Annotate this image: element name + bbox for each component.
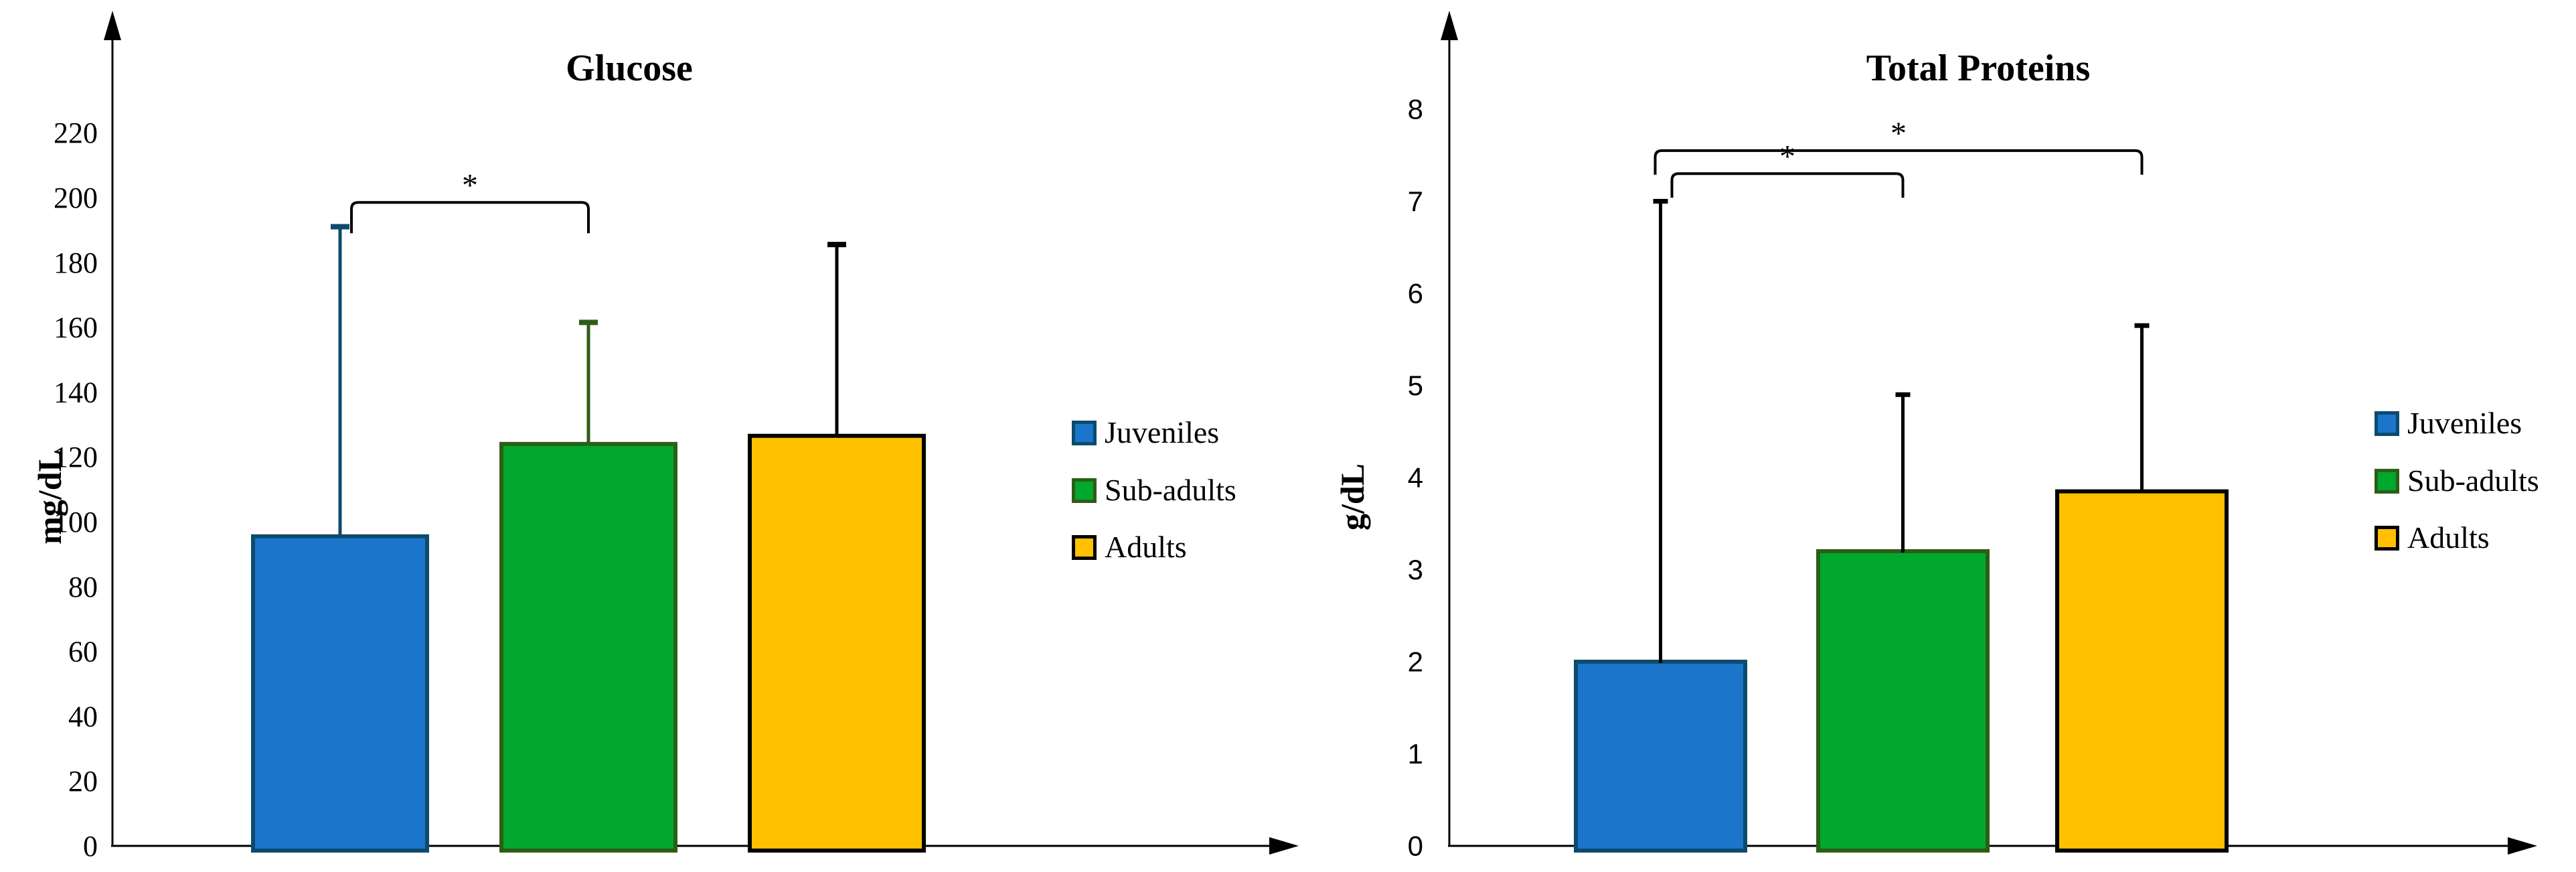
bar-juveniles-total-proteins (1574, 660, 1747, 853)
legend-swatch-sub-adults-icon (1072, 478, 1097, 503)
y-tick-label-total-proteins: 3 (1408, 554, 1423, 585)
y-axis-arrowhead-total-proteins (1441, 11, 1458, 40)
y-tick-label-glucose: 180 (54, 246, 98, 279)
significance-bracket-total-proteins (1670, 172, 1905, 198)
legend-swatch-juveniles-icon (2374, 411, 2399, 436)
y-tick-label-glucose: 60 (68, 636, 98, 668)
chart-title-total-proteins: Total Proteins (1866, 48, 2091, 89)
y-tick-label-total-proteins: 0 (1408, 830, 1423, 861)
legend-label-juveniles: Juveniles (1105, 415, 1220, 449)
bar-sub-adults-total-proteins (1816, 549, 1990, 853)
legend-swatch-adults-icon (2374, 525, 2399, 551)
y-axis-arrowhead-glucose (104, 11, 121, 40)
y-tick-label-glucose: 40 (68, 700, 98, 733)
y-axis-label-total-proteins: g/dL (1334, 463, 1371, 531)
y-tick-label-glucose: 0 (83, 830, 98, 863)
y-tick-label-total-proteins: 2 (1408, 646, 1423, 677)
y-axis-label-glucose: mg/dL (31, 449, 68, 544)
legend-item-sub-adults: Sub-adults (1072, 475, 1236, 506)
y-tick-label-total-proteins: 1 (1408, 738, 1423, 770)
legend-label-adults: Adults (2407, 520, 2490, 555)
legend-label-sub-adults: Sub-adults (1105, 473, 1236, 507)
legend-label-adults: Adults (1105, 530, 1187, 564)
legend-item-adults: Adults (2374, 522, 2490, 553)
y-tick-label-glucose: 200 (54, 181, 98, 214)
bar-sub-adults-glucose (499, 441, 677, 853)
y-tick-label-glucose: 80 (68, 571, 98, 603)
significance-asterisk-total-proteins: * (1779, 139, 1795, 174)
y-tick-label-total-proteins: 4 (1408, 461, 1423, 493)
y-tick-label-total-proteins: 8 (1408, 93, 1423, 125)
y-tick-label-glucose: 20 (68, 765, 98, 798)
y-tick-label-glucose: 220 (54, 117, 98, 149)
chart-title-glucose: Glucose (566, 48, 693, 89)
legend-swatch-juveniles-icon (1072, 420, 1097, 445)
y-tick-label-glucose: 120 (54, 441, 98, 474)
y-tick-label-glucose: 100 (54, 506, 98, 538)
bar-adults-glucose (748, 433, 926, 853)
significance-bracket-total-proteins (1654, 149, 2144, 175)
legend-swatch-sub-adults-icon (2374, 468, 2399, 494)
x-axis-arrowhead-total-proteins (2508, 837, 2537, 855)
significance-asterisk-glucose: * (462, 167, 478, 203)
legend-item-juveniles: Juveniles (1072, 417, 1219, 448)
bar-juveniles-glucose (251, 534, 429, 853)
significance-bracket-glucose (350, 201, 590, 234)
y-tick-label-glucose: 140 (54, 376, 98, 409)
legend-item-juveniles: Juveniles (2374, 408, 2522, 439)
legend-swatch-adults-icon (1072, 534, 1097, 560)
y-tick-label-total-proteins: 5 (1408, 370, 1423, 401)
y-tick-label-total-proteins: 6 (1408, 277, 1423, 309)
x-axis-arrowhead-glucose (1269, 837, 1299, 855)
significance-asterisk-total-proteins: * (1890, 116, 1907, 151)
legend-item-sub-adults: Sub-adults (2374, 465, 2539, 496)
legend-label-juveniles: Juveniles (2407, 406, 2522, 440)
bar-adults-total-proteins (2055, 489, 2229, 853)
y-tick-label-glucose: 160 (54, 311, 98, 344)
legend-label-sub-adults: Sub-adults (2407, 463, 2539, 498)
y-tick-label-total-proteins: 7 (1408, 186, 1423, 217)
legend-item-adults: Adults (1072, 532, 1187, 563)
